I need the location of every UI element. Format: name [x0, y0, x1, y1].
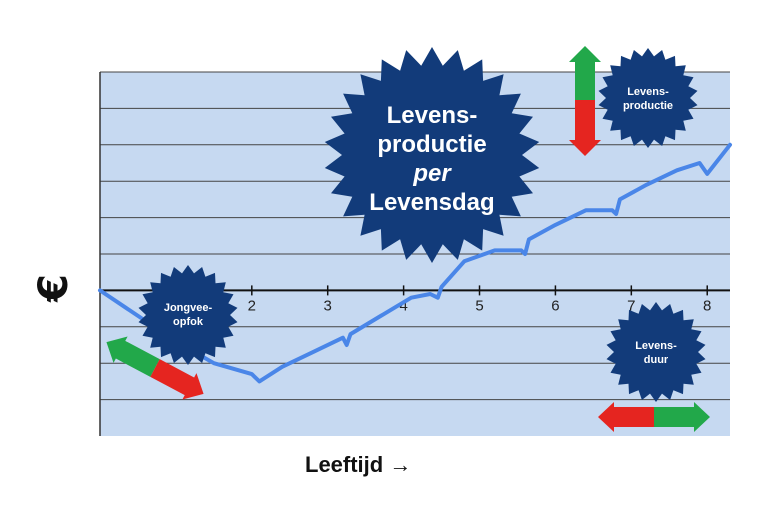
- diag-arrow-green: [106, 336, 160, 377]
- left-badge-text: Jongvee-opfok: [164, 302, 213, 328]
- y-axis-label: €: [30, 274, 77, 302]
- x-axis-label: Leeftijd →: [305, 452, 412, 477]
- up-arrow-green: [569, 46, 601, 100]
- bottom-right-badge-text: Levens-duur: [635, 340, 677, 366]
- x-tick-label: 7: [627, 297, 635, 314]
- x-tick-label: 4: [399, 297, 407, 314]
- center-badge-text: Levens-productie per Levensdag: [369, 102, 494, 216]
- down-arrow-red: [569, 100, 601, 156]
- left-arrow-red: [598, 402, 654, 432]
- x-tick-label: 8: [703, 297, 711, 314]
- right-arrow-green: [654, 402, 710, 432]
- left-starburst: [138, 265, 238, 365]
- series-line: [98, 142, 732, 384]
- top-right-starburst: [598, 48, 698, 148]
- x-tick-label: 5: [475, 297, 483, 314]
- x-tick-label: 6: [551, 297, 559, 314]
- center-starburst: [324, 47, 540, 263]
- bottom-right-starburst: [606, 302, 706, 402]
- diag-arrow-red: [150, 359, 204, 400]
- top-right-badge-text: Levens-productie: [623, 86, 673, 112]
- diagonal-arrows: [106, 336, 204, 400]
- x-tick-label: 2: [248, 297, 256, 314]
- x-tick-label: 3: [324, 297, 332, 314]
